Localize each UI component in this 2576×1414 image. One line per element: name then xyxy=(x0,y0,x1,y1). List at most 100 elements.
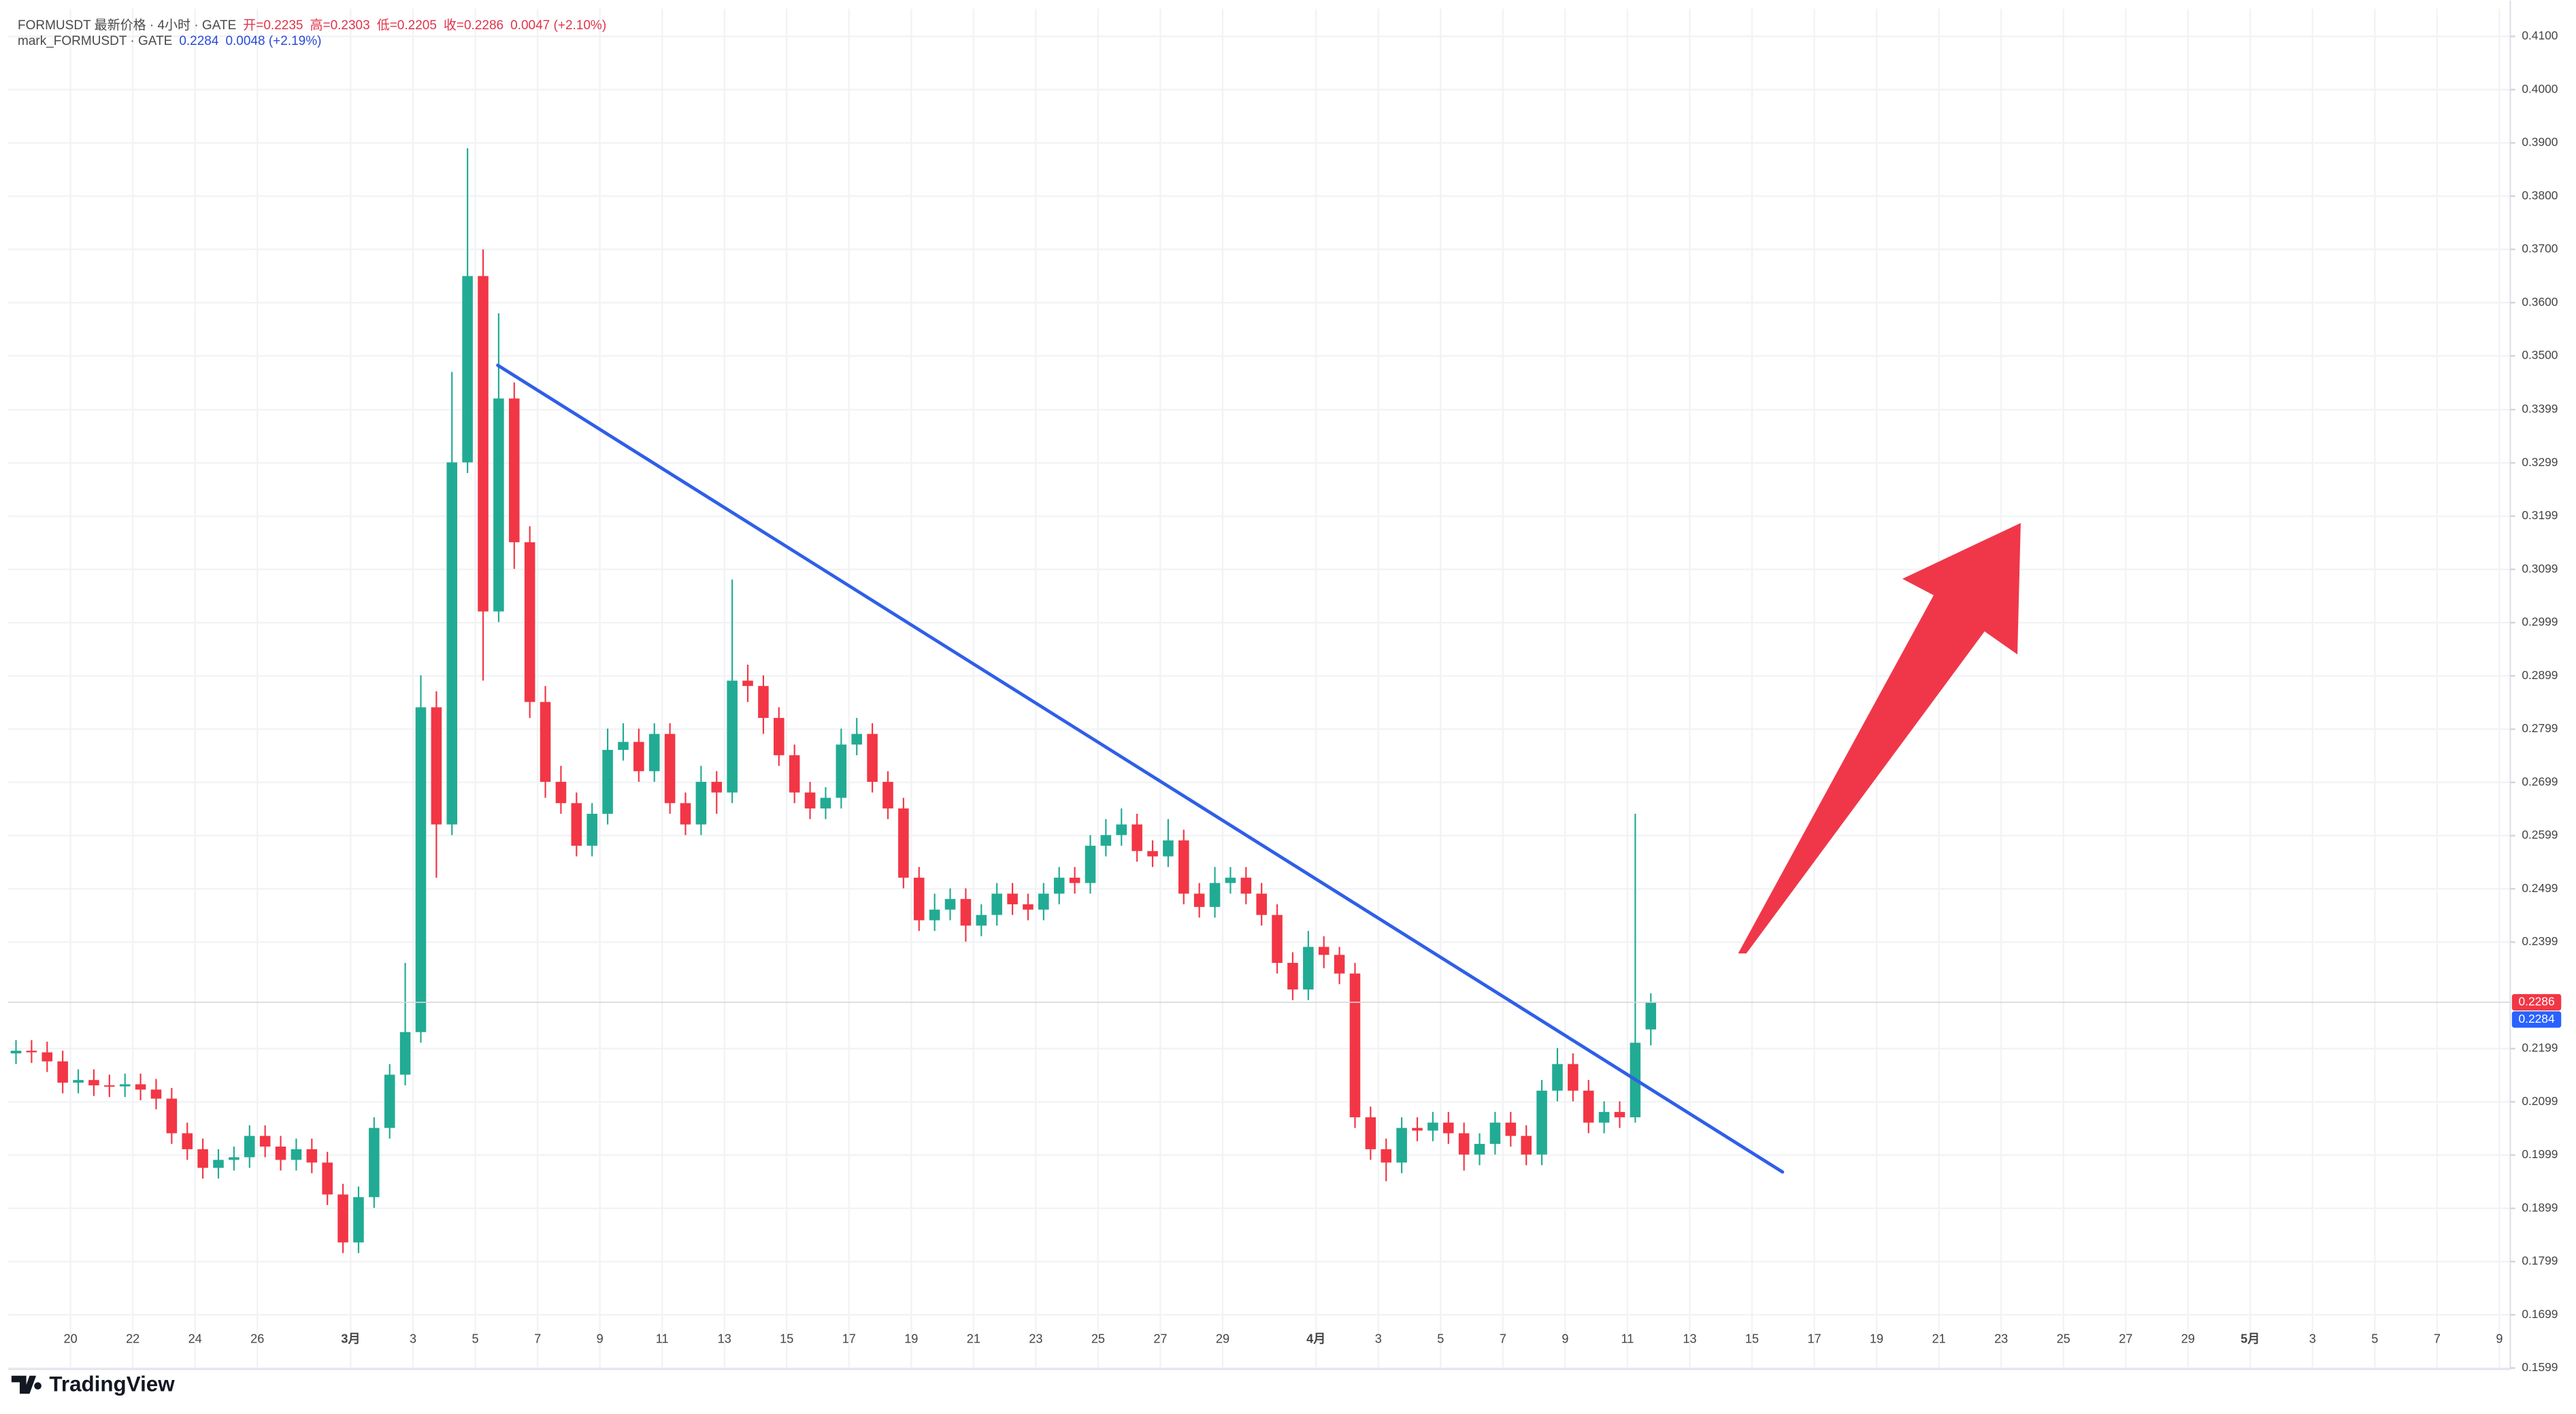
y-tick-label: 0.2899 xyxy=(2522,668,2558,682)
candle-body xyxy=(1427,1122,1438,1131)
candle-body xyxy=(1038,893,1049,910)
candle-body xyxy=(1147,851,1158,857)
y-tick-label: 0.2799 xyxy=(2522,721,2558,735)
header-line-1: FORMUSDT 最新价格 · 4小时 · GATE 开=0.2235 高=0.23… xyxy=(18,15,613,33)
candle-body xyxy=(944,899,956,910)
low: 低=0.2205 xyxy=(376,18,437,33)
candle-body xyxy=(774,718,785,755)
candle-body xyxy=(664,734,676,804)
candle-body xyxy=(1614,1112,1625,1117)
candle-body xyxy=(913,877,925,921)
x-tick-label: 26 xyxy=(250,1332,264,1345)
change: 0.0047 (+2.10%) xyxy=(510,18,607,33)
y-tick-label: 0.3900 xyxy=(2522,135,2558,149)
candle-body xyxy=(322,1162,333,1195)
candle-body xyxy=(1116,824,1127,836)
x-tick-label: 11 xyxy=(1621,1332,1634,1345)
candle-body xyxy=(150,1089,162,1099)
candle-body xyxy=(73,1080,84,1083)
y-tick-label: 0.4000 xyxy=(2522,82,2558,95)
candle-body xyxy=(306,1149,318,1163)
x-tick-label: 25 xyxy=(1091,1332,1105,1345)
grid xyxy=(8,8,2511,1370)
x-tick-label: 29 xyxy=(2181,1332,2195,1345)
candle-body xyxy=(727,680,738,793)
last-price-label: 0.2286 xyxy=(2518,995,2554,1008)
candle-body xyxy=(587,813,597,846)
candle-body xyxy=(555,781,567,804)
candle-body xyxy=(1412,1128,1423,1131)
candle-body xyxy=(1318,947,1330,955)
brand-name: TradingView xyxy=(49,1372,175,1396)
candle-body xyxy=(742,680,753,687)
candle-body xyxy=(851,734,862,745)
x-tick-label: 4月 xyxy=(1306,1332,1325,1345)
candle-body xyxy=(229,1157,240,1160)
axes: 0.4100 0.4000 0.3900 0.3800 0.3700 0.3600 0.35… xyxy=(64,29,2562,1374)
candle-body xyxy=(1521,1136,1532,1155)
candle-body xyxy=(384,1074,395,1128)
candle-body xyxy=(1100,835,1112,846)
candle-body xyxy=(182,1133,193,1149)
candle-body xyxy=(42,1052,53,1062)
y-tick-label: 0.3399 xyxy=(2522,402,2558,416)
x-tick-label: 19 xyxy=(904,1332,918,1345)
y-tick-label: 0.2599 xyxy=(2522,828,2558,842)
candle-body xyxy=(1053,877,1065,894)
candle-body xyxy=(1193,893,1205,907)
x-tick-label: 24 xyxy=(188,1332,202,1345)
candle-body xyxy=(1598,1112,1610,1123)
x-tick-label: 27 xyxy=(1153,1332,1167,1345)
candle-body xyxy=(820,798,831,809)
candle-body xyxy=(571,803,582,846)
candle-body xyxy=(524,542,535,702)
candle-body xyxy=(1489,1122,1501,1145)
mark-symbol: mark_FORMUSDT · GATE xyxy=(18,34,173,48)
candle-body xyxy=(1505,1122,1517,1136)
x-tick-label: 5 xyxy=(1437,1332,1444,1345)
candle-body xyxy=(633,742,644,772)
candle-body xyxy=(1240,877,1252,894)
candle-body xyxy=(399,1032,411,1075)
y-tick-label: 0.2699 xyxy=(2522,774,2558,788)
x-tick-label: 21 xyxy=(967,1332,980,1345)
candle-body xyxy=(508,398,520,542)
candle-body xyxy=(836,744,847,798)
candle-body xyxy=(213,1160,224,1168)
x-tick-label: 3 xyxy=(410,1332,416,1345)
candle-body xyxy=(353,1197,364,1243)
x-tick-label: 27 xyxy=(2119,1332,2132,1345)
candle-body xyxy=(540,702,551,782)
candle-body xyxy=(88,1080,99,1085)
y-tick-label: 0.3500 xyxy=(2522,348,2558,362)
x-tick-label: 13 xyxy=(718,1332,731,1345)
x-tick-label: 9 xyxy=(1562,1332,1568,1345)
candle-body xyxy=(976,915,987,926)
candle-body xyxy=(1085,845,1096,883)
candle-body xyxy=(898,808,909,878)
candle-body xyxy=(929,909,940,921)
x-tick-label: 25 xyxy=(2057,1332,2070,1345)
candle-body xyxy=(711,781,723,793)
mark-price: 0.2284 xyxy=(179,34,219,48)
candle-body xyxy=(867,734,878,782)
mark-price-box xyxy=(2511,1011,2562,1028)
y-tick-label: 0.2199 xyxy=(2522,1041,2558,1055)
y-tick-label: 0.1699 xyxy=(2522,1307,2558,1321)
candle-body xyxy=(1583,1090,1594,1123)
candle-body xyxy=(1536,1090,1547,1155)
candle-body xyxy=(26,1051,37,1053)
y-tick-label: 0.1599 xyxy=(2522,1360,2558,1374)
candle-body xyxy=(197,1149,208,1168)
candles xyxy=(8,148,2511,1253)
candle-body xyxy=(882,781,893,809)
candle-body xyxy=(1568,1064,1579,1091)
candle-body xyxy=(695,781,707,825)
x-tick-label: 5 xyxy=(472,1332,479,1345)
candle-body xyxy=(119,1084,131,1087)
candle-body xyxy=(57,1061,68,1083)
up-arrow xyxy=(1738,523,2021,954)
symbol: FORMUSDT 最新价格 · 4小时 · GATE xyxy=(18,18,237,33)
x-tick-label: 3 xyxy=(2309,1332,2316,1345)
